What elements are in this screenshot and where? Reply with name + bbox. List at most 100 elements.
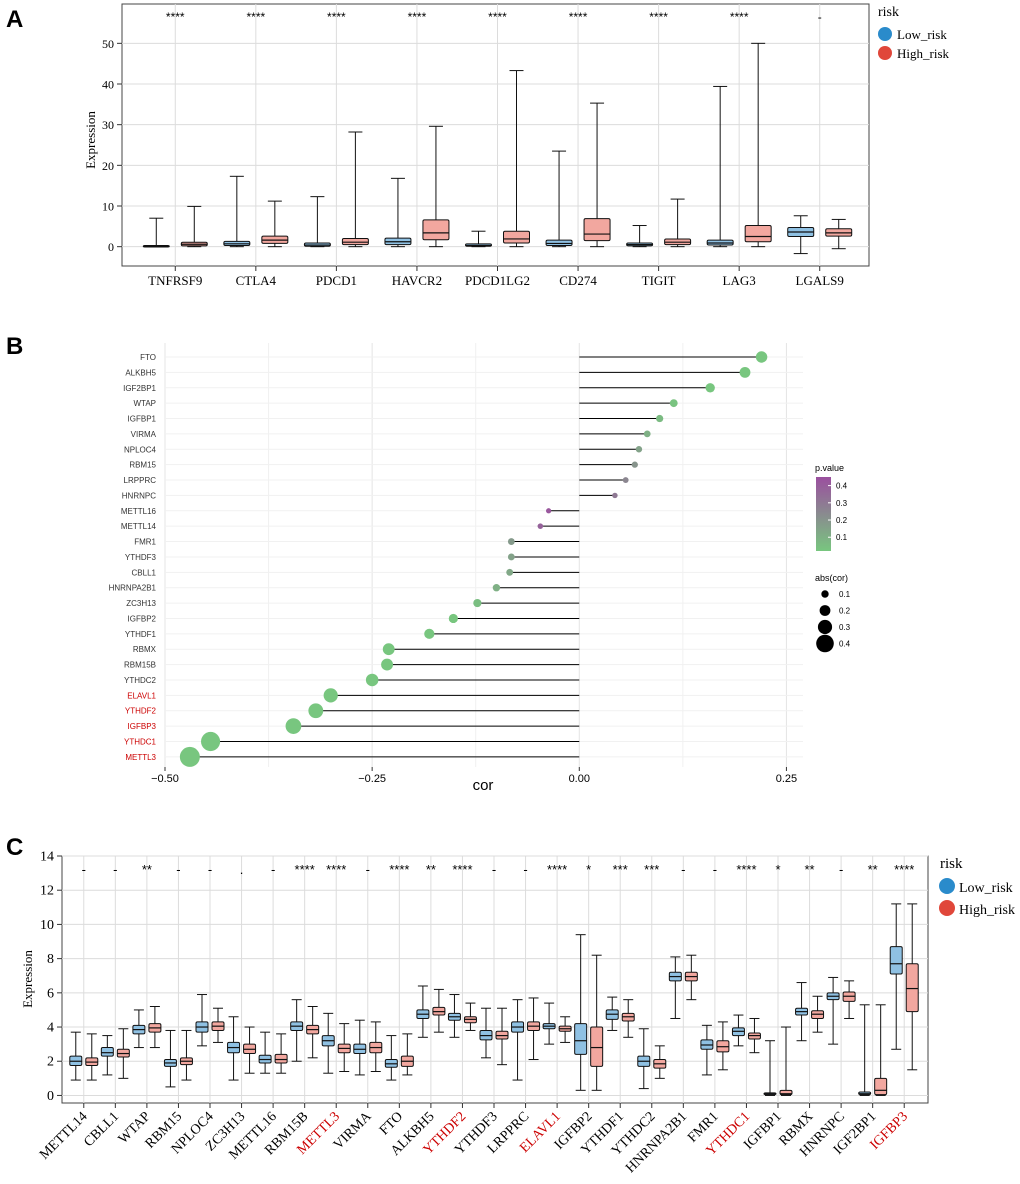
x-tick-label-lgals9: LGALS9 <box>796 273 844 288</box>
panel-a-frame <box>121 3 870 267</box>
dot-mettl3 <box>179 746 200 767</box>
dot-igfbp2 <box>448 613 458 624</box>
box-iqr <box>583 218 611 242</box>
box-igfbp3-low-risk <box>889 903 903 1050</box>
x-tick-label-mettl14: METTL14 <box>37 1109 90 1162</box>
panel-b-gene-labels: FTO ALKBH5 IGF2BP1 WTAP IGFBP1 VIRMA NPLOC4 RBM… <box>109 353 157 762</box>
size-legend-label: 0.4 <box>839 640 851 649</box>
dot-igfbp3 <box>285 718 302 734</box>
box-ythdf2-low-risk <box>447 994 461 1038</box>
box-tigit-low-risk <box>626 225 654 248</box>
box-cd274-low-risk <box>545 150 573 248</box>
significance-elavl1: **** <box>547 862 567 877</box>
box-pdcd1lg2-high-risk <box>503 70 530 248</box>
dot-lrpprc <box>622 477 629 483</box>
box-havcr2-low-risk <box>384 177 412 248</box>
size-legend-entries: 0.1 0.2 0.3 0.4 <box>816 590 851 653</box>
x-tick-label-tigit: TIGIT <box>642 273 676 288</box>
significance-igfbp2: * <box>586 862 591 877</box>
dot-elavl1 <box>323 688 338 703</box>
significance-cd274: **** <box>569 10 588 24</box>
significance-lgals9: - <box>818 10 822 24</box>
panel-c-legend-low-swatch <box>939 878 955 894</box>
gene-label-ythdf3: YTHDF3 <box>125 553 157 562</box>
box-wtap-low-risk <box>132 1009 146 1049</box>
box-tnfrsf9-low-risk <box>142 217 170 248</box>
panel-a-grid <box>122 4 869 266</box>
panel-a-legend-title: risk <box>878 5 899 20</box>
significance-havcr2: **** <box>408 10 427 24</box>
x-tick-label: 0.25 <box>776 773 797 785</box>
gene-label-nploc4: NPLOC4 <box>124 445 157 454</box>
pvalue-legend-title: p.value <box>815 463 844 473</box>
box-igfbp1-low-risk <box>763 1040 777 1096</box>
box-pdcd1lg2-low-risk <box>465 230 492 248</box>
gene-label-fmr1: FMR1 <box>134 538 156 547</box>
panel-b-size-legend: abs(cor) 0.1 0.2 0.3 0.4 <box>815 573 851 653</box>
box-igfbp2-high-risk <box>590 954 604 1091</box>
panel-c-grid <box>62 855 928 1103</box>
dot-ythdc2 <box>365 673 379 687</box>
significance-hnrnpc: - <box>839 862 843 877</box>
gene-label-ythdf1: YTHDF1 <box>125 630 157 639</box>
y-tick-label: 10 <box>40 918 54 933</box>
dot-ythdf1 <box>424 628 435 639</box>
gene-label-alkbh5: ALKBH5 <box>125 368 156 377</box>
x-tick-label-cd274: CD274 <box>559 273 597 288</box>
significance-nploc4: - <box>208 862 212 877</box>
gene-label-wtap: WTAP <box>133 399 156 408</box>
significance-cbll1: - <box>113 862 117 877</box>
y-tick-label: 6 <box>47 986 54 1001</box>
gene-label-fto: FTO <box>140 353 156 362</box>
significance-mettl14: - <box>82 862 86 877</box>
box-rbm15b-high-risk <box>306 1006 320 1059</box>
box-iqr <box>274 1053 288 1064</box>
box-ythdc1-high-risk <box>747 1017 761 1054</box>
significance-ythdc1: **** <box>736 862 756 877</box>
box-ythdf1-low-risk <box>605 996 619 1031</box>
box-virma-high-risk <box>369 1021 383 1073</box>
box-ythdf3-low-risk <box>479 1007 493 1059</box>
significance-rbmx: ** <box>804 862 814 877</box>
gene-label-cbll1: CBLL1 <box>132 568 157 577</box>
size-legend-label: 0.3 <box>839 623 851 632</box>
box-igf2bp1-low-risk <box>858 1004 872 1096</box>
panel-c-legend-title: risk <box>940 856 963 872</box>
box-ctla4-low-risk <box>223 175 251 248</box>
gene-label-ythdc1: YTHDC1 <box>124 738 157 747</box>
dot-ythdf3 <box>507 553 515 561</box>
significance-rbm15b: **** <box>295 862 315 877</box>
y-tick-label: 50 <box>102 37 114 51</box>
dot-mettl16 <box>545 508 552 514</box>
pvalue-legend-ticks: 0.4 0.3 0.2 0.1 <box>828 482 848 542</box>
panel-b-pvalue-legend: p.value 0.4 0.3 0.2 0.1 <box>815 463 848 551</box>
panel-a-legend: risk Low_risk High_risk <box>878 5 950 61</box>
significance-ythdf3: - <box>492 862 496 877</box>
significance-tnfrsf9: **** <box>166 10 185 24</box>
box-mettl14-low-risk <box>69 1031 83 1081</box>
box-nploc4-high-risk <box>211 1007 225 1043</box>
panel-a-ylabel: Expression <box>83 111 98 169</box>
y-tick-label: 20 <box>102 159 114 173</box>
significance-ythdf2: **** <box>452 862 472 877</box>
box-alkbh5-high-risk <box>432 988 446 1033</box>
gene-label-rbm15b: RBM15B <box>124 661 156 670</box>
box-hnrnpc-high-risk <box>842 980 856 1019</box>
y-tick-label: 8 <box>47 952 54 967</box>
box-ythdc1-low-risk <box>731 1014 745 1047</box>
x-tick-label-pdcd1: PDCD1 <box>316 273 357 288</box>
significance-fto: **** <box>389 862 409 877</box>
pvalue-tick-label: 0.1 <box>836 533 848 542</box>
dot-alkbh5 <box>739 366 751 378</box>
significance-pdcd1: **** <box>327 10 346 24</box>
dot-wtap <box>669 399 678 408</box>
box-cd274-high-risk <box>583 102 611 248</box>
panel-b-dots <box>179 351 768 767</box>
box-ythdf1-high-risk <box>621 999 635 1038</box>
panel-a-legend-high-label: High_risk <box>897 46 950 61</box>
box-iqr <box>744 225 772 243</box>
significance-igfbp1: * <box>775 862 780 877</box>
dot-igfbp1 <box>656 414 664 423</box>
panel-b-x-axis: −0.50 −0.25 0.00 0.25 <box>151 767 797 785</box>
significance-alkbh5: ** <box>426 862 436 877</box>
